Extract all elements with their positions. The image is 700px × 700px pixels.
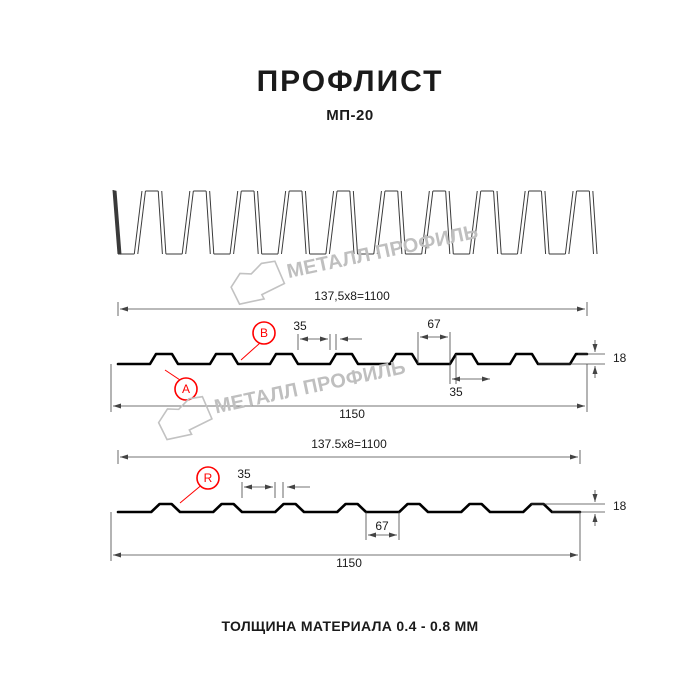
svg-text:МЕТАЛЛ ПРОФИЛЬ: МЕТАЛЛ ПРОФИЛЬ [212,356,407,418]
svg-text:МЕТАЛЛ ПРОФИЛЬ: МЕТАЛЛ ПРОФИЛЬ [285,221,480,283]
